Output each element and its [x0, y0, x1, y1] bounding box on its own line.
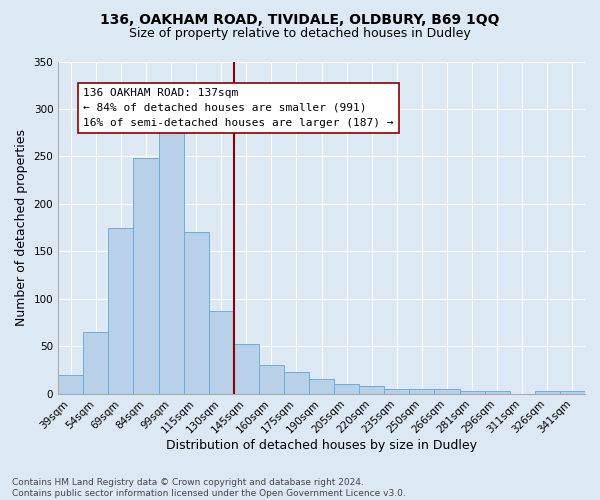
Text: 136, OAKHAM ROAD, TIVIDALE, OLDBURY, B69 1QQ: 136, OAKHAM ROAD, TIVIDALE, OLDBURY, B69… [100, 12, 500, 26]
Bar [309, 380, 334, 394]
Bar [334, 384, 359, 394]
X-axis label: Distribution of detached houses by size in Dudley: Distribution of detached houses by size … [166, 440, 477, 452]
Bar [158, 125, 184, 394]
Text: Size of property relative to detached houses in Dudley: Size of property relative to detached ho… [129, 28, 471, 40]
Bar [560, 391, 585, 394]
Bar [409, 389, 434, 394]
Bar [184, 232, 209, 394]
Bar [434, 389, 460, 394]
Bar [133, 158, 158, 394]
Bar [535, 391, 560, 394]
Bar [385, 389, 409, 394]
Bar [284, 372, 309, 394]
Bar [234, 344, 259, 394]
Bar [83, 332, 109, 394]
Text: 136 OAKHAM ROAD: 137sqm
← 84% of detached houses are smaller (991)
16% of semi-d: 136 OAKHAM ROAD: 137sqm ← 84% of detache… [83, 88, 394, 128]
Bar [460, 391, 485, 394]
Bar [485, 391, 510, 394]
Bar [109, 228, 133, 394]
Y-axis label: Number of detached properties: Number of detached properties [15, 129, 28, 326]
Bar [209, 311, 234, 394]
Bar [259, 365, 284, 394]
Bar [359, 386, 385, 394]
Bar [58, 374, 83, 394]
Text: Contains HM Land Registry data © Crown copyright and database right 2024.
Contai: Contains HM Land Registry data © Crown c… [12, 478, 406, 498]
